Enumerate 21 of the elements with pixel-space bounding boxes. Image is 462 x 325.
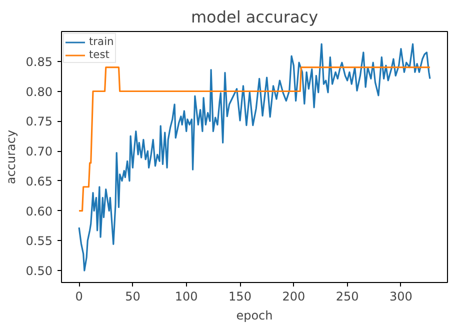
x-tick-label: 100 xyxy=(174,290,198,304)
x-axis-title: epoch xyxy=(236,308,273,322)
legend-label: train xyxy=(89,35,114,48)
y-tick-label: 0.80 xyxy=(26,84,52,99)
y-tick-label: 0.60 xyxy=(26,204,52,218)
y-tick-label: 0.50 xyxy=(26,264,52,278)
y-tick-label: 0.55 xyxy=(26,234,52,248)
x-tick-label: 150 xyxy=(228,290,252,304)
line-series xyxy=(78,66,431,212)
y-tick-label: 0.70 xyxy=(26,144,52,159)
y-axis-title: accuracy xyxy=(4,130,18,184)
x-tick-label: 250 xyxy=(336,290,359,304)
y-tick-label: 0.85 xyxy=(26,54,52,69)
chart-title: model accuracy xyxy=(190,8,318,26)
x-tick-label: 50 xyxy=(125,290,140,304)
x-tick-label: 300 xyxy=(390,290,412,304)
legend-label: test xyxy=(89,48,110,61)
x-tick-label: 0 xyxy=(75,290,83,304)
y-tick-label: 0.65 xyxy=(26,174,52,188)
x-tick-label: 200 xyxy=(282,290,306,304)
y-tick-label: 0.75 xyxy=(26,114,52,129)
